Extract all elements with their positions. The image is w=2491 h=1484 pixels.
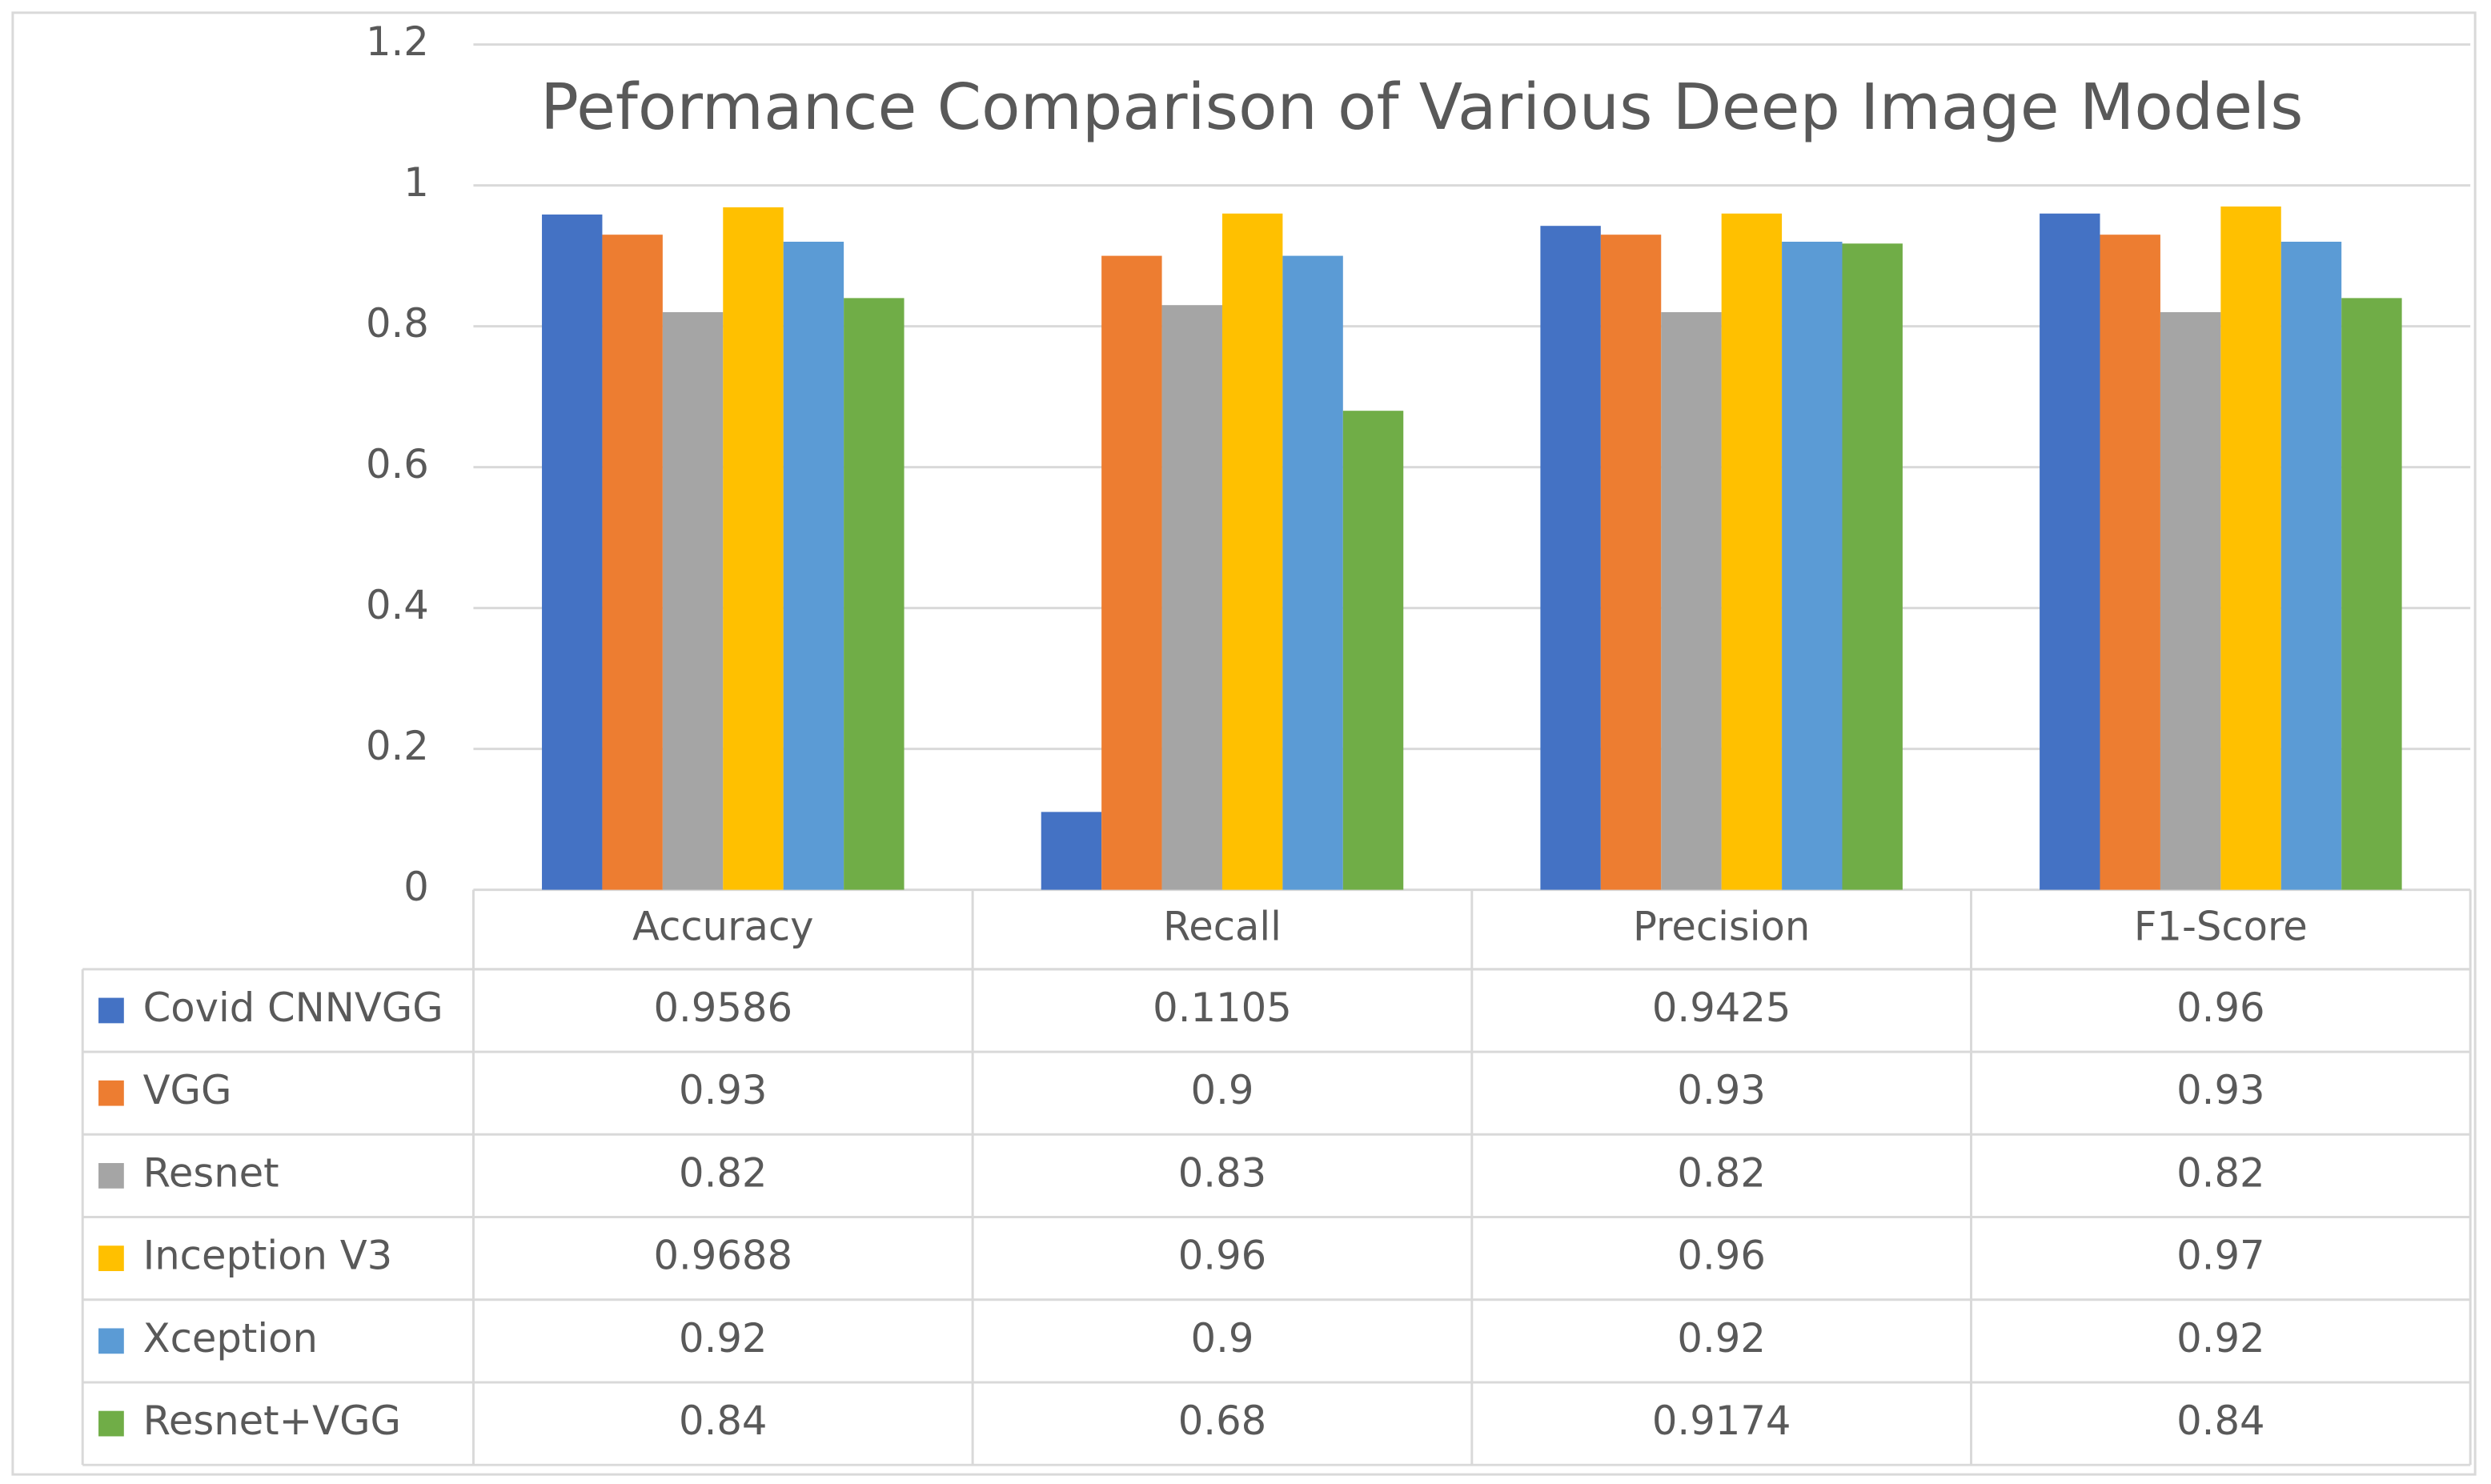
table-value: 0.68 [1178,1398,1266,1444]
bar [2100,235,2160,890]
table-value: 0.9586 [653,985,792,1031]
bar [783,241,844,890]
table-value: 0.9174 [1652,1398,1791,1444]
table-value: 0.82 [679,1149,767,1196]
x-tick-label: Accuracy [632,904,813,950]
legend-label: Xception [143,1315,318,1362]
table-value: 0.96 [1178,1233,1266,1279]
table-value: 0.82 [2176,1149,2264,1196]
legend-label: Covid CNNVGG [143,985,443,1031]
bar [1782,241,1843,890]
bar [2280,241,2342,890]
y-tick-label: 0 [403,864,429,910]
bar [1161,305,1222,890]
y-tick-label: 0.6 [366,441,429,487]
table-value: 0.9 [1191,1315,1254,1362]
legend-label: VGG [143,1067,232,1113]
table-value: 0.9 [1191,1067,1254,1113]
table-value: 0.82 [1677,1149,1765,1196]
chart-title: Peformance Comparison of Various Deep Im… [540,70,2303,144]
table-value: 0.92 [679,1315,767,1362]
y-tick-label: 0.8 [366,300,429,347]
bar [1221,213,1283,890]
table-value: 0.83 [1178,1149,1266,1196]
bar [1342,411,1404,890]
bar [1600,235,1662,890]
bar [1661,311,1722,890]
x-tick-label: F1-Score [2134,904,2308,950]
table-value: 0.9425 [1652,985,1791,1031]
table-value: 0.1105 [1153,985,1292,1031]
bar [542,215,603,890]
y-tick-label: 1 [403,159,429,206]
legend-key [98,1163,124,1189]
bar [844,298,905,890]
table-value: 0.9688 [653,1233,792,1279]
bar [1282,255,1343,890]
bar [723,207,784,890]
legend-key [98,997,124,1024]
y-tick-label: 0.4 [366,582,429,628]
x-tick-label: Precision [1633,904,1810,950]
table-value: 0.92 [1677,1315,1765,1362]
legend-label: Resnet+VGG [143,1398,401,1444]
table-value: 0.93 [2176,1067,2264,1113]
table-value: 0.97 [2176,1233,2264,1279]
table-value: 0.92 [2176,1315,2264,1362]
bar [1721,213,1783,890]
table-value: 0.93 [679,1067,767,1113]
bar [602,235,663,890]
table-value: 0.96 [2176,985,2264,1031]
table-value: 0.84 [679,1398,767,1444]
bar [2220,206,2281,890]
bar [1041,812,1102,890]
bar [2341,298,2402,890]
bar [662,311,724,890]
bar [1842,243,1903,890]
table-value: 0.96 [1677,1233,1765,1279]
bar [2040,213,2100,890]
bar [1540,226,1601,890]
x-tick-label: Recall [1163,904,1282,950]
bar [2160,311,2221,890]
legend-label: Inception V3 [143,1233,393,1279]
legend-key [98,1328,124,1354]
table-value: 0.93 [1677,1067,1765,1113]
legend-key [98,1245,124,1272]
bar [1101,255,1162,890]
legend-label: Resnet [143,1149,279,1196]
y-tick-label: 1.2 [366,18,429,65]
legend-key [98,1080,124,1106]
table-value: 0.84 [2176,1398,2264,1444]
y-tick-label: 0.2 [366,723,429,769]
legend-key [98,1410,124,1437]
